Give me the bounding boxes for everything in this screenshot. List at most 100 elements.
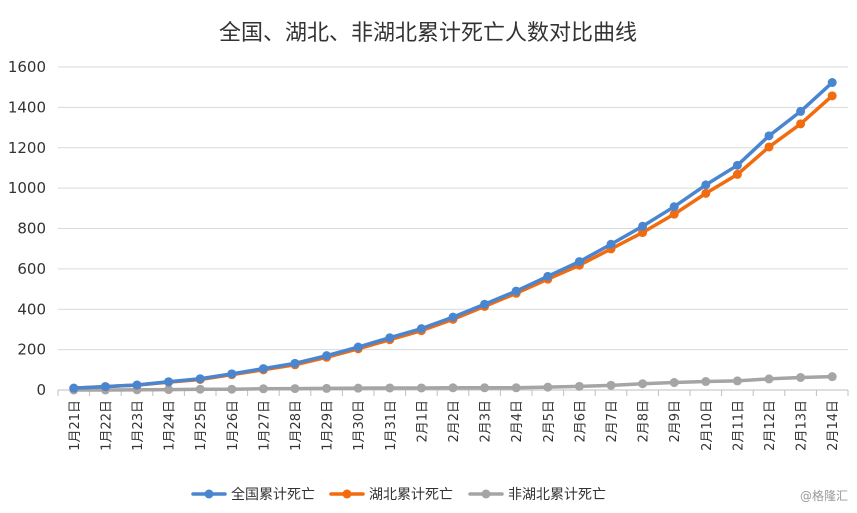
data-point: [606, 239, 616, 249]
data-point: [322, 383, 332, 393]
data-point: [732, 376, 742, 386]
y-tick-label: 1000: [8, 179, 46, 197]
x-tick-label: 1月28日: [289, 400, 304, 451]
y-tick-label: 800: [17, 220, 46, 238]
x-tick-label: 1月27日: [257, 400, 272, 451]
data-point: [385, 333, 395, 343]
data-point: [69, 383, 79, 393]
x-tick-label: 2月4日: [510, 400, 525, 443]
x-tick-label: 2月1日: [415, 400, 430, 443]
legend-label: 非湖北累计死亡: [508, 487, 606, 503]
data-point: [290, 358, 300, 368]
data-point: [258, 364, 268, 374]
data-point: [511, 286, 521, 296]
x-tick-label: 2月9日: [668, 400, 683, 443]
y-tick-label: 1600: [8, 58, 46, 76]
data-point: [638, 379, 648, 389]
series-line: [72, 94, 834, 390]
data-point: [416, 383, 426, 393]
legend-swatch-marker: [204, 489, 214, 499]
series-line: [72, 80, 834, 390]
data-point: [543, 271, 553, 281]
data-point: [353, 342, 363, 352]
x-tick-label: 2月3日: [479, 400, 494, 443]
data-point: [574, 381, 584, 391]
x-tick-label: 1月30日: [352, 400, 367, 451]
data-point: [448, 383, 458, 393]
data-point: [732, 160, 742, 170]
data-series: [69, 78, 837, 395]
data-point: [638, 228, 648, 238]
data-point: [796, 372, 806, 382]
x-tick-label: 2月7日: [605, 400, 620, 443]
x-tick-label: 1月24日: [163, 400, 178, 451]
data-point: [100, 382, 110, 392]
data-point: [480, 383, 490, 393]
x-tick-label: 1月26日: [226, 400, 241, 451]
y-tick-label: 200: [17, 341, 46, 359]
data-point: [669, 209, 679, 219]
data-point: [227, 369, 237, 379]
y-tick-label: 1400: [8, 98, 46, 116]
data-point: [827, 91, 837, 101]
watermark-text: @格隆汇: [800, 488, 848, 503]
data-point: [638, 221, 648, 231]
series-1: [69, 91, 837, 393]
data-point: [322, 351, 332, 361]
data-point: [195, 374, 205, 384]
chart-title: 全国、湖北、非湖北累计死亡人数对比曲线: [219, 21, 637, 46]
data-point: [574, 257, 584, 267]
data-point: [132, 380, 142, 390]
data-point: [827, 372, 837, 382]
data-point: [227, 384, 237, 394]
legend-label: 全国累计死亡: [231, 486, 315, 503]
data-point: [258, 384, 268, 394]
data-point: [480, 299, 490, 309]
legend-swatch-marker: [481, 489, 491, 499]
data-point: [416, 324, 426, 334]
legend: 全国累计死亡 湖北累计死亡 非湖北累计死亡: [191, 486, 606, 503]
x-tick-label: 2月14日: [826, 400, 841, 451]
data-point: [764, 374, 774, 384]
data-point: [448, 312, 458, 322]
data-point: [796, 119, 806, 129]
data-point: [669, 202, 679, 212]
y-tick-label: 400: [17, 300, 46, 318]
data-point: [195, 384, 205, 394]
legend-label: 湖北累计死亡: [369, 487, 453, 503]
x-tick-label: 1月29日: [321, 400, 336, 451]
x-tick-label: 2月11日: [731, 400, 746, 451]
x-tick-label: 1月31日: [384, 400, 399, 451]
data-point: [701, 377, 711, 387]
y-tick-label: 0: [36, 381, 46, 399]
x-tick-label: 2月6日: [573, 400, 588, 443]
y-axis-ticks: 0 200 400 600 800 1000 1200 1400 1600: [8, 58, 46, 399]
data-point: [701, 188, 711, 198]
x-tick-label: 2月2日: [447, 400, 462, 443]
y-tick-label: 1200: [8, 139, 46, 157]
x-tick-label: 1月22日: [99, 400, 114, 451]
data-point: [606, 380, 616, 390]
data-point: [701, 180, 711, 190]
x-tick-label: 1月21日: [68, 400, 83, 451]
x-tick-label: 1月23日: [131, 400, 146, 451]
data-point: [164, 385, 174, 395]
legend-swatch-marker: [342, 489, 352, 499]
data-point: [764, 142, 774, 152]
data-point: [543, 382, 553, 392]
data-point: [796, 106, 806, 116]
data-point: [385, 383, 395, 393]
series-0: [69, 78, 837, 393]
x-tick-label: 2月10日: [700, 400, 715, 451]
x-tick-label: 2月5日: [542, 400, 557, 443]
data-point: [669, 378, 679, 388]
x-tick-label: 2月13日: [795, 400, 810, 451]
data-point: [290, 384, 300, 394]
y-tick-label: 600: [17, 260, 46, 278]
data-point: [164, 377, 174, 387]
x-tick-label: 2月12日: [763, 400, 778, 451]
gridlines: [58, 66, 848, 391]
data-point: [827, 78, 837, 88]
